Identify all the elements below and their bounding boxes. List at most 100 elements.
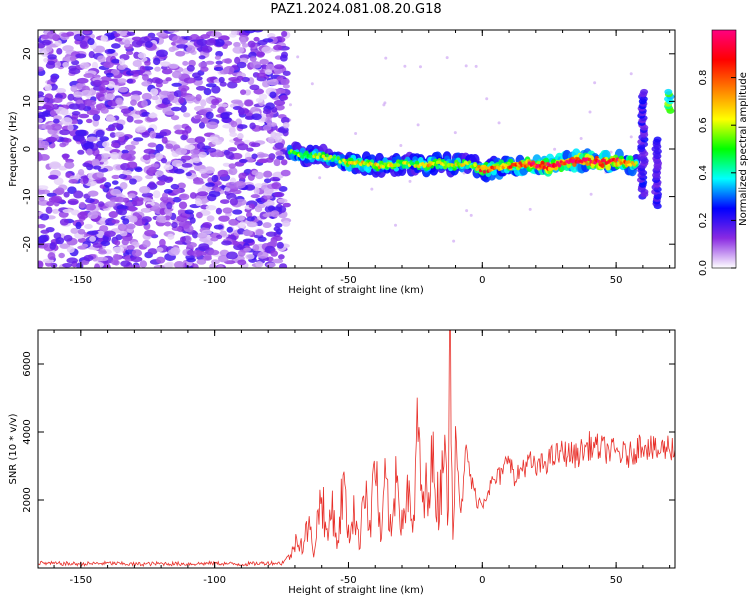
noise-blob xyxy=(172,196,182,203)
noise-blob xyxy=(48,174,59,180)
noise-blob xyxy=(265,231,277,237)
noise-blob xyxy=(49,110,57,116)
snr-x-tick-label: -150 xyxy=(69,575,92,586)
noise-blob xyxy=(282,202,291,208)
noise-blob xyxy=(59,243,71,249)
noise-blob xyxy=(141,111,151,117)
noise-blob xyxy=(144,41,153,48)
noise-blob xyxy=(384,56,388,60)
noise-blob xyxy=(262,80,270,88)
noise-blob xyxy=(273,64,285,70)
noise-blob xyxy=(47,252,56,261)
noise-blob xyxy=(156,180,166,186)
noise-blob xyxy=(75,129,87,137)
snr-y-tick-label: 4000 xyxy=(22,419,33,444)
noise-blob xyxy=(233,41,241,48)
noise-blob xyxy=(45,206,53,214)
noise-blob xyxy=(282,83,290,89)
ridge-blob xyxy=(443,160,447,165)
colorbar-tick-label: 0.6 xyxy=(698,117,709,133)
ridge-blob xyxy=(555,160,560,165)
noise-blob xyxy=(206,215,215,222)
noise-blob xyxy=(63,234,73,242)
noise-blob xyxy=(76,119,83,125)
noise-blob xyxy=(204,38,216,46)
noise-blob xyxy=(144,229,156,237)
noise-blob xyxy=(61,117,73,126)
noise-blob xyxy=(92,79,103,87)
noise-blob xyxy=(147,248,158,255)
noise-blob xyxy=(280,169,291,177)
noise-blob xyxy=(186,45,196,54)
noise-blob xyxy=(257,153,270,158)
noise-blob xyxy=(190,148,200,155)
noise-blob xyxy=(99,84,106,92)
noise-blob xyxy=(177,182,186,189)
noise-blob xyxy=(155,143,164,152)
noise-blob xyxy=(213,66,224,72)
noise-blob xyxy=(211,98,220,106)
noise-blob xyxy=(126,31,136,36)
noise-blob xyxy=(399,143,403,147)
noise-blob xyxy=(186,137,198,144)
noise-blob xyxy=(120,260,131,267)
colorbar-gradient xyxy=(712,30,736,268)
noise-blob xyxy=(249,84,260,91)
noise-blob xyxy=(236,215,245,221)
noise-blob xyxy=(250,142,261,148)
noise-blob xyxy=(237,249,246,257)
noise-blob xyxy=(62,61,70,68)
noise-blob xyxy=(46,201,55,207)
noise-blob xyxy=(201,229,212,235)
noise-blob xyxy=(167,94,175,101)
ridge-blob xyxy=(473,163,477,167)
noise-blob xyxy=(217,169,229,177)
noise-blob xyxy=(141,92,153,101)
noise-blob xyxy=(117,208,128,216)
noise-blob xyxy=(114,33,121,38)
noise-blob xyxy=(153,264,166,268)
noise-blob xyxy=(228,167,238,176)
noise-blob xyxy=(203,87,212,96)
noise-blob xyxy=(213,186,222,192)
noise-blob xyxy=(201,45,213,53)
noise-blob xyxy=(75,221,82,230)
noise-blob xyxy=(270,210,280,218)
noise-blob xyxy=(268,79,279,86)
noise-blob xyxy=(273,99,286,106)
noise-blob xyxy=(163,176,173,183)
noise-blob xyxy=(273,158,281,167)
noise-blob xyxy=(54,187,65,195)
noise-blob xyxy=(108,211,119,219)
noise-blob xyxy=(240,37,247,45)
noise-blob xyxy=(44,83,53,91)
noise-blob xyxy=(43,97,50,103)
noise-blob xyxy=(62,45,74,52)
noise-blob xyxy=(126,115,134,123)
noise-blob xyxy=(220,112,230,120)
noise-blob xyxy=(156,247,164,252)
noise-blob xyxy=(47,60,56,65)
ridge-blob xyxy=(557,163,562,168)
noise-blob xyxy=(257,39,268,46)
noise-blob xyxy=(134,110,142,115)
ridge-blob xyxy=(401,163,407,169)
noise-blob xyxy=(124,39,131,48)
noise-blob xyxy=(84,223,93,230)
noise-blob xyxy=(186,257,196,263)
noise-blob xyxy=(170,115,180,121)
noise-blob xyxy=(115,97,124,105)
noise-blob xyxy=(68,179,79,184)
noise-blob xyxy=(164,221,172,227)
noise-blob xyxy=(194,136,206,144)
noise-blob xyxy=(119,182,128,190)
noise-blob xyxy=(237,133,244,140)
snr-panel: -150 -100 -50 0 50 2000 4000 6000 Height of str… xyxy=(8,329,676,596)
noise-blob xyxy=(203,166,215,174)
noise-blob xyxy=(117,223,128,232)
ridge-blob xyxy=(329,154,333,159)
noise-blob xyxy=(110,152,120,160)
noise-blob xyxy=(274,136,283,143)
noise-blob xyxy=(50,75,58,83)
noise-blob xyxy=(273,88,286,95)
